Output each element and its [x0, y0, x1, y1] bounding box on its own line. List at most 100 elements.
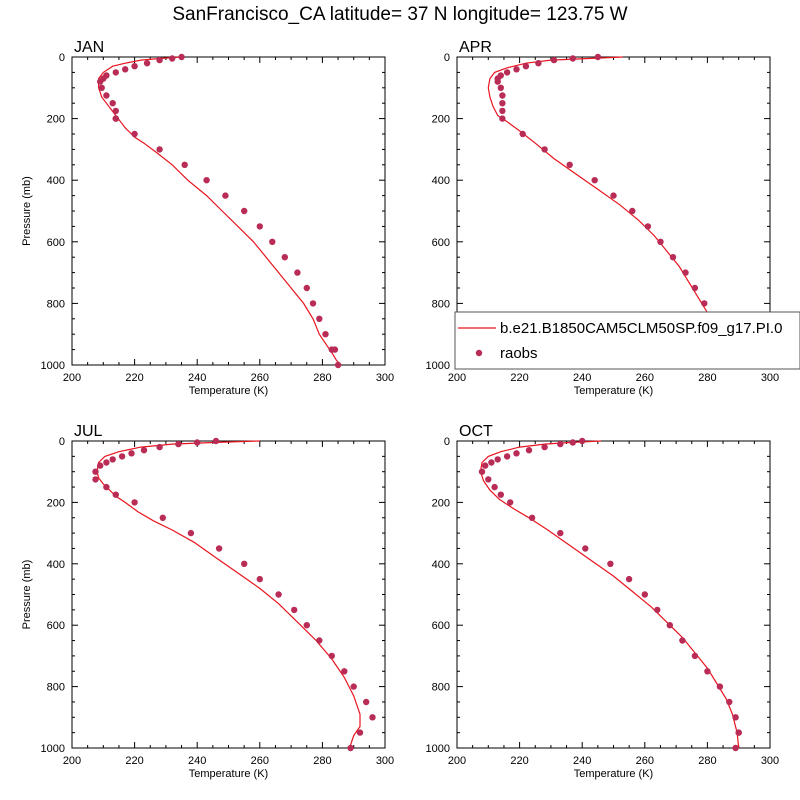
raobs-point [669, 254, 677, 261]
model-line [96, 440, 361, 748]
raobs-point [499, 100, 506, 107]
raobs-point [303, 284, 310, 292]
y-tick-label: 200 [47, 497, 65, 509]
x-tick-label: 280 [313, 372, 331, 384]
raobs-point [557, 529, 564, 537]
x-tick-label: 260 [251, 372, 269, 384]
raobs-point [112, 69, 120, 76]
x-tick-label: 220 [125, 372, 143, 384]
raobs-point [241, 207, 248, 215]
legend-dot-swatch [475, 349, 483, 357]
raobs-point [187, 529, 195, 537]
raobs-point [691, 284, 699, 292]
raobs-point [522, 62, 530, 70]
raobs-point [478, 468, 486, 475]
x-tick-label: 200 [448, 755, 466, 767]
x-axis-label: Temperature (K) [574, 385, 653, 397]
y-tick-label: 1000 [426, 743, 450, 755]
y-tick-label: 200 [432, 114, 450, 126]
raobs-point [485, 476, 492, 483]
raobs-point [503, 453, 511, 460]
x-tick-label: 240 [188, 372, 206, 384]
raobs-point [103, 459, 110, 466]
raobs-point [732, 714, 739, 721]
raobs-point [294, 269, 301, 276]
x-tick-label: 240 [573, 372, 591, 384]
y-tick-label: 200 [432, 497, 450, 509]
x-tick-label: 260 [636, 372, 654, 384]
x-tick-label: 300 [761, 755, 779, 767]
raobs-point [181, 161, 188, 168]
raobs-point [610, 192, 617, 199]
raobs-point [594, 53, 602, 61]
raobs-point [212, 437, 220, 445]
plot-frame [456, 440, 771, 749]
raobs-point [215, 545, 223, 552]
x-tick-label: 240 [188, 755, 206, 767]
raobs-point [579, 437, 586, 445]
x-tick-label: 200 [448, 372, 466, 384]
raobs-point [303, 622, 310, 629]
raobs-point [726, 698, 733, 706]
y-tick-label: 1000 [41, 743, 65, 755]
legend-obs-label: raobs [500, 345, 538, 362]
x-tick-label: 300 [376, 372, 394, 384]
raobs-point [654, 606, 661, 614]
raobs-point [92, 476, 99, 483]
raobs-point [582, 545, 589, 552]
raobs-point [203, 177, 210, 184]
model-line [97, 56, 342, 366]
raobs-point [131, 130, 138, 138]
raobs-point [328, 652, 335, 660]
raobs-point [103, 92, 110, 99]
panel-oct: 200 220 240 260 280 300 0 200 400 600 800 1000 Tempe… [426, 423, 780, 780]
raobs-point [109, 100, 116, 107]
raobs-point [103, 483, 110, 491]
panel-label: JAN [74, 39, 104, 56]
y-axis-label: Pressure (mb) [21, 176, 33, 246]
panel-label: APR [459, 39, 492, 56]
raobs-point [507, 499, 514, 506]
y-tick-label: 1000 [426, 360, 450, 372]
raobs-point [347, 744, 354, 752]
y-axis-label: Pressure (mb) [21, 560, 33, 630]
raobs-point [275, 591, 282, 598]
raobs-point [528, 514, 536, 521]
x-tick-label: 300 [376, 755, 394, 767]
raobs-point [316, 637, 323, 644]
raobs-point [112, 107, 120, 115]
raobs-point [625, 575, 633, 583]
raobs-point [241, 560, 248, 567]
x-tick-label: 220 [510, 755, 528, 767]
raobs-point [732, 744, 739, 752]
x-axis-label: Temperature (K) [189, 385, 268, 397]
panel-apr: 200 220 240 260 280 300 0 200 400 600 800 1000 Tempe… [426, 39, 800, 397]
y-tick-label: 800 [432, 298, 450, 310]
plot-frame [71, 440, 386, 749]
raobs-point [701, 300, 708, 307]
raobs-point [513, 66, 520, 73]
raobs-point [641, 591, 648, 598]
model-line [479, 440, 740, 749]
raobs-point [644, 223, 652, 230]
y-tick-label: 200 [47, 114, 65, 126]
raobs-point [291, 606, 298, 614]
raobs-point [494, 456, 501, 463]
y-tick-label: 800 [47, 682, 65, 694]
y-tick-label: 400 [47, 559, 65, 571]
y-tick-label: 600 [47, 237, 65, 249]
raobs-point [112, 115, 120, 122]
legend-model-label: b.e21.B1850CAM5CLM50SP.f09_g17.PI.0 [500, 320, 782, 337]
raobs-point [112, 491, 120, 498]
raobs-point [140, 447, 148, 454]
raobs-point [156, 146, 163, 153]
x-tick-label: 280 [698, 372, 716, 384]
raobs-point [519, 130, 526, 138]
raobs-point [156, 56, 163, 64]
raobs-point [143, 60, 151, 67]
plot-frame [71, 56, 386, 366]
raobs-point [735, 729, 742, 736]
y-tick-label: 0 [444, 436, 450, 448]
raobs-point [169, 55, 176, 62]
